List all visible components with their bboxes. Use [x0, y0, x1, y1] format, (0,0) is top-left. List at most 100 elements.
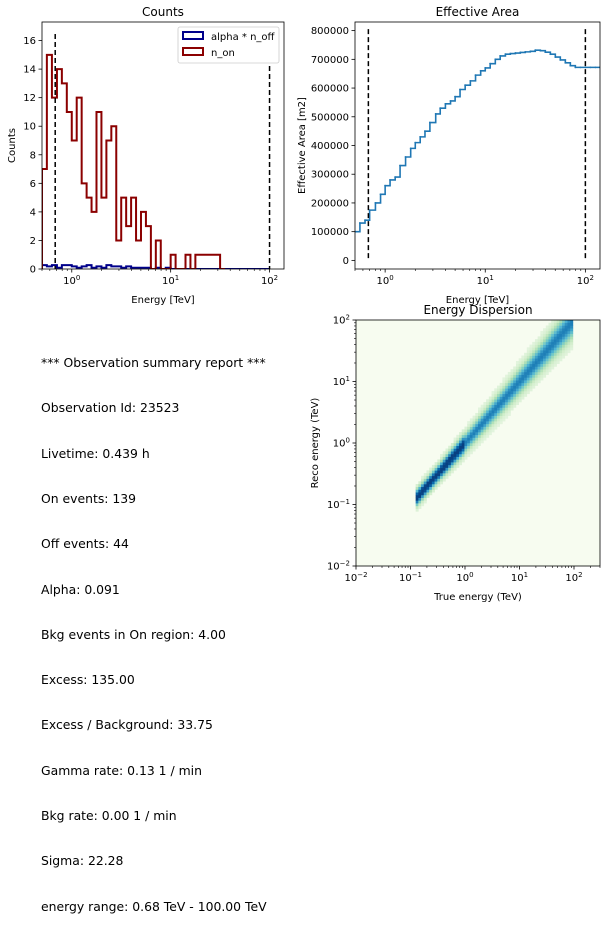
dispersion-cell	[543, 369, 547, 373]
dispersion-cell	[478, 418, 482, 422]
dispersion-cell	[467, 432, 471, 436]
dispersion-cell	[448, 456, 452, 460]
dispersion-cell	[518, 399, 522, 403]
y-tick-label: 100000	[311, 227, 349, 238]
dispersion-cell	[453, 437, 457, 441]
effective-area-point	[434, 113, 437, 115]
dispersion-cell	[491, 412, 495, 416]
dispersion-cell	[545, 328, 549, 332]
dispersion-cell	[562, 347, 566, 351]
dispersion-cell	[543, 352, 547, 356]
dispersion-cell	[486, 399, 490, 403]
dispersion-cell	[559, 355, 563, 359]
dispersion-cell	[567, 336, 571, 340]
dispersion-cell	[524, 358, 528, 362]
dispersion-cell	[526, 391, 530, 395]
dispersion-cell	[480, 407, 484, 411]
dispersion-cell	[543, 358, 547, 362]
dispersion-cell	[548, 322, 552, 326]
dispersion-cell	[491, 410, 495, 414]
dispersion-cell	[556, 341, 560, 345]
dispersion-cell	[553, 341, 557, 345]
dispersion-cell	[529, 347, 533, 351]
dispersion-cell	[505, 412, 509, 416]
dispersion-cell	[496, 418, 500, 422]
dispersion-cell	[518, 391, 522, 395]
dispersion-cell	[505, 404, 509, 408]
dispersion-cell	[496, 423, 500, 427]
dispersion-cell	[499, 391, 503, 395]
dispersion-cell	[564, 320, 568, 324]
dispersion-cell	[515, 396, 519, 400]
dispersion-cell	[480, 432, 484, 436]
dispersion-cell	[426, 470, 430, 474]
dispersion-cell	[431, 467, 435, 471]
dispersion-cell	[548, 352, 552, 356]
dispersion-cell	[483, 429, 487, 433]
dispersion-cell	[426, 475, 430, 479]
dispersion-cell	[486, 418, 490, 422]
y-tick-label: 2	[30, 236, 36, 247]
dispersion-cell	[534, 380, 538, 384]
dispersion-cell	[513, 402, 517, 406]
dispersion-cell	[540, 344, 544, 348]
dispersion-cell	[537, 366, 541, 370]
dispersion-cell	[421, 486, 425, 490]
dispersion-cell	[453, 456, 457, 460]
dispersion-cell	[445, 462, 449, 466]
dispersion-cell	[450, 467, 454, 471]
dispersion-cell	[567, 339, 571, 343]
dispersion-cell	[475, 434, 479, 438]
dispersion-cell	[472, 448, 476, 452]
dispersion-cell	[507, 407, 511, 411]
effective-area-point	[554, 56, 557, 58]
dispersion-cell	[518, 377, 522, 381]
figure: 100 101 102 0 2 4 6 8 10 12 14 16 Counts Energy [TeV]…	[7, 5, 601, 603]
dispersion-cell	[494, 388, 498, 392]
dispersion-cell	[564, 344, 568, 348]
dispersion-cell	[526, 385, 530, 389]
dispersion-cell	[478, 412, 482, 416]
dispersion-cell	[469, 429, 473, 433]
dispersion-cell	[486, 423, 490, 427]
dispersion-cell	[440, 464, 444, 468]
dispersion-cell	[478, 407, 482, 411]
x-tick-label: 10−1	[399, 571, 422, 584]
dispersion-cell	[431, 484, 435, 488]
dispersion-cell	[431, 478, 435, 482]
dispersion-cell	[507, 374, 511, 378]
dispersion-cell	[456, 445, 460, 449]
dispersion-cell	[534, 358, 538, 362]
dispersion-cell	[521, 361, 525, 365]
dispersion-cell	[469, 440, 473, 444]
dispersion-cell	[518, 358, 522, 362]
dispersion-cell	[553, 322, 557, 326]
dispersion-cell	[540, 341, 544, 345]
dispersion-cell	[540, 339, 544, 343]
dispersion-cell	[418, 486, 422, 490]
dispersion-cell	[553, 336, 557, 340]
dispersion-cell	[459, 462, 463, 466]
dispersion-cell	[526, 347, 530, 351]
dispersion-cell	[532, 377, 536, 381]
dispersion-cell	[502, 382, 506, 386]
dispersion-cell	[431, 475, 435, 479]
dispersion-cell	[556, 328, 560, 332]
dispersion-cell	[524, 382, 528, 386]
dispersion-cell	[453, 440, 457, 444]
dispersion-cell	[534, 339, 538, 343]
dispersion-cell	[456, 453, 460, 457]
dispersion-cell	[478, 437, 482, 441]
dispersion-cell	[545, 339, 549, 343]
dispersion-cell	[543, 355, 547, 359]
dispersion-cell	[437, 475, 441, 479]
dispersion-cell	[483, 437, 487, 441]
dispersion-cell	[510, 393, 514, 397]
dispersion-cell	[524, 369, 528, 373]
dispersion-cell	[496, 399, 500, 403]
dispersion-cell	[502, 402, 506, 406]
dispersion-cell	[524, 380, 528, 384]
dispersion-cell	[548, 369, 552, 373]
dispersion-cell	[445, 453, 449, 457]
dispersion-cell	[507, 404, 511, 408]
